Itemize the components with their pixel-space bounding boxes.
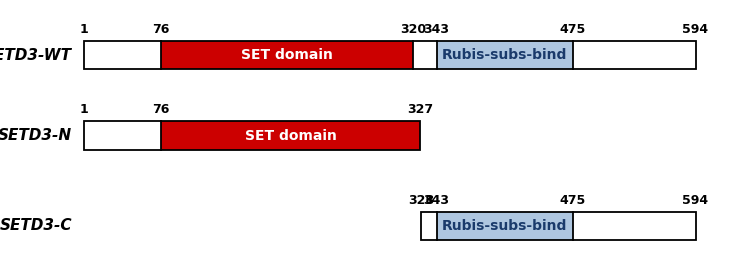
Text: 320: 320 (400, 23, 426, 36)
Bar (437, 41, 573, 69)
Text: 1: 1 (80, 23, 88, 36)
Text: 475: 475 (559, 194, 585, 207)
Text: 343: 343 (424, 23, 450, 36)
Text: 328: 328 (408, 194, 434, 207)
Text: SETD3-WT: SETD3-WT (0, 48, 72, 63)
Bar (161, 41, 413, 69)
Text: SET domain: SET domain (241, 48, 333, 62)
Text: Rubis-subs-bind: Rubis-subs-bind (442, 48, 568, 62)
Bar (413, 41, 437, 69)
Bar (83, 41, 161, 69)
Text: 594: 594 (683, 23, 709, 36)
Text: 76: 76 (152, 23, 169, 36)
Text: 1: 1 (80, 103, 88, 117)
Bar (421, 212, 695, 240)
Text: 594: 594 (683, 194, 709, 207)
Text: 343: 343 (424, 194, 450, 207)
Text: Rubis-subs-bind: Rubis-subs-bind (442, 219, 568, 233)
Text: 475: 475 (559, 23, 585, 36)
Text: SETD3-N: SETD3-N (0, 128, 72, 143)
Bar (573, 41, 695, 69)
Bar (161, 122, 420, 149)
Bar (83, 122, 161, 149)
Text: 327: 327 (407, 103, 433, 117)
Bar (573, 212, 695, 240)
Text: SET domain: SET domain (244, 128, 337, 143)
Bar (437, 212, 573, 240)
Bar (83, 41, 695, 69)
Text: SETD3-C: SETD3-C (0, 218, 72, 233)
Bar (421, 212, 437, 240)
Bar (83, 122, 420, 149)
Text: 76: 76 (152, 103, 169, 117)
